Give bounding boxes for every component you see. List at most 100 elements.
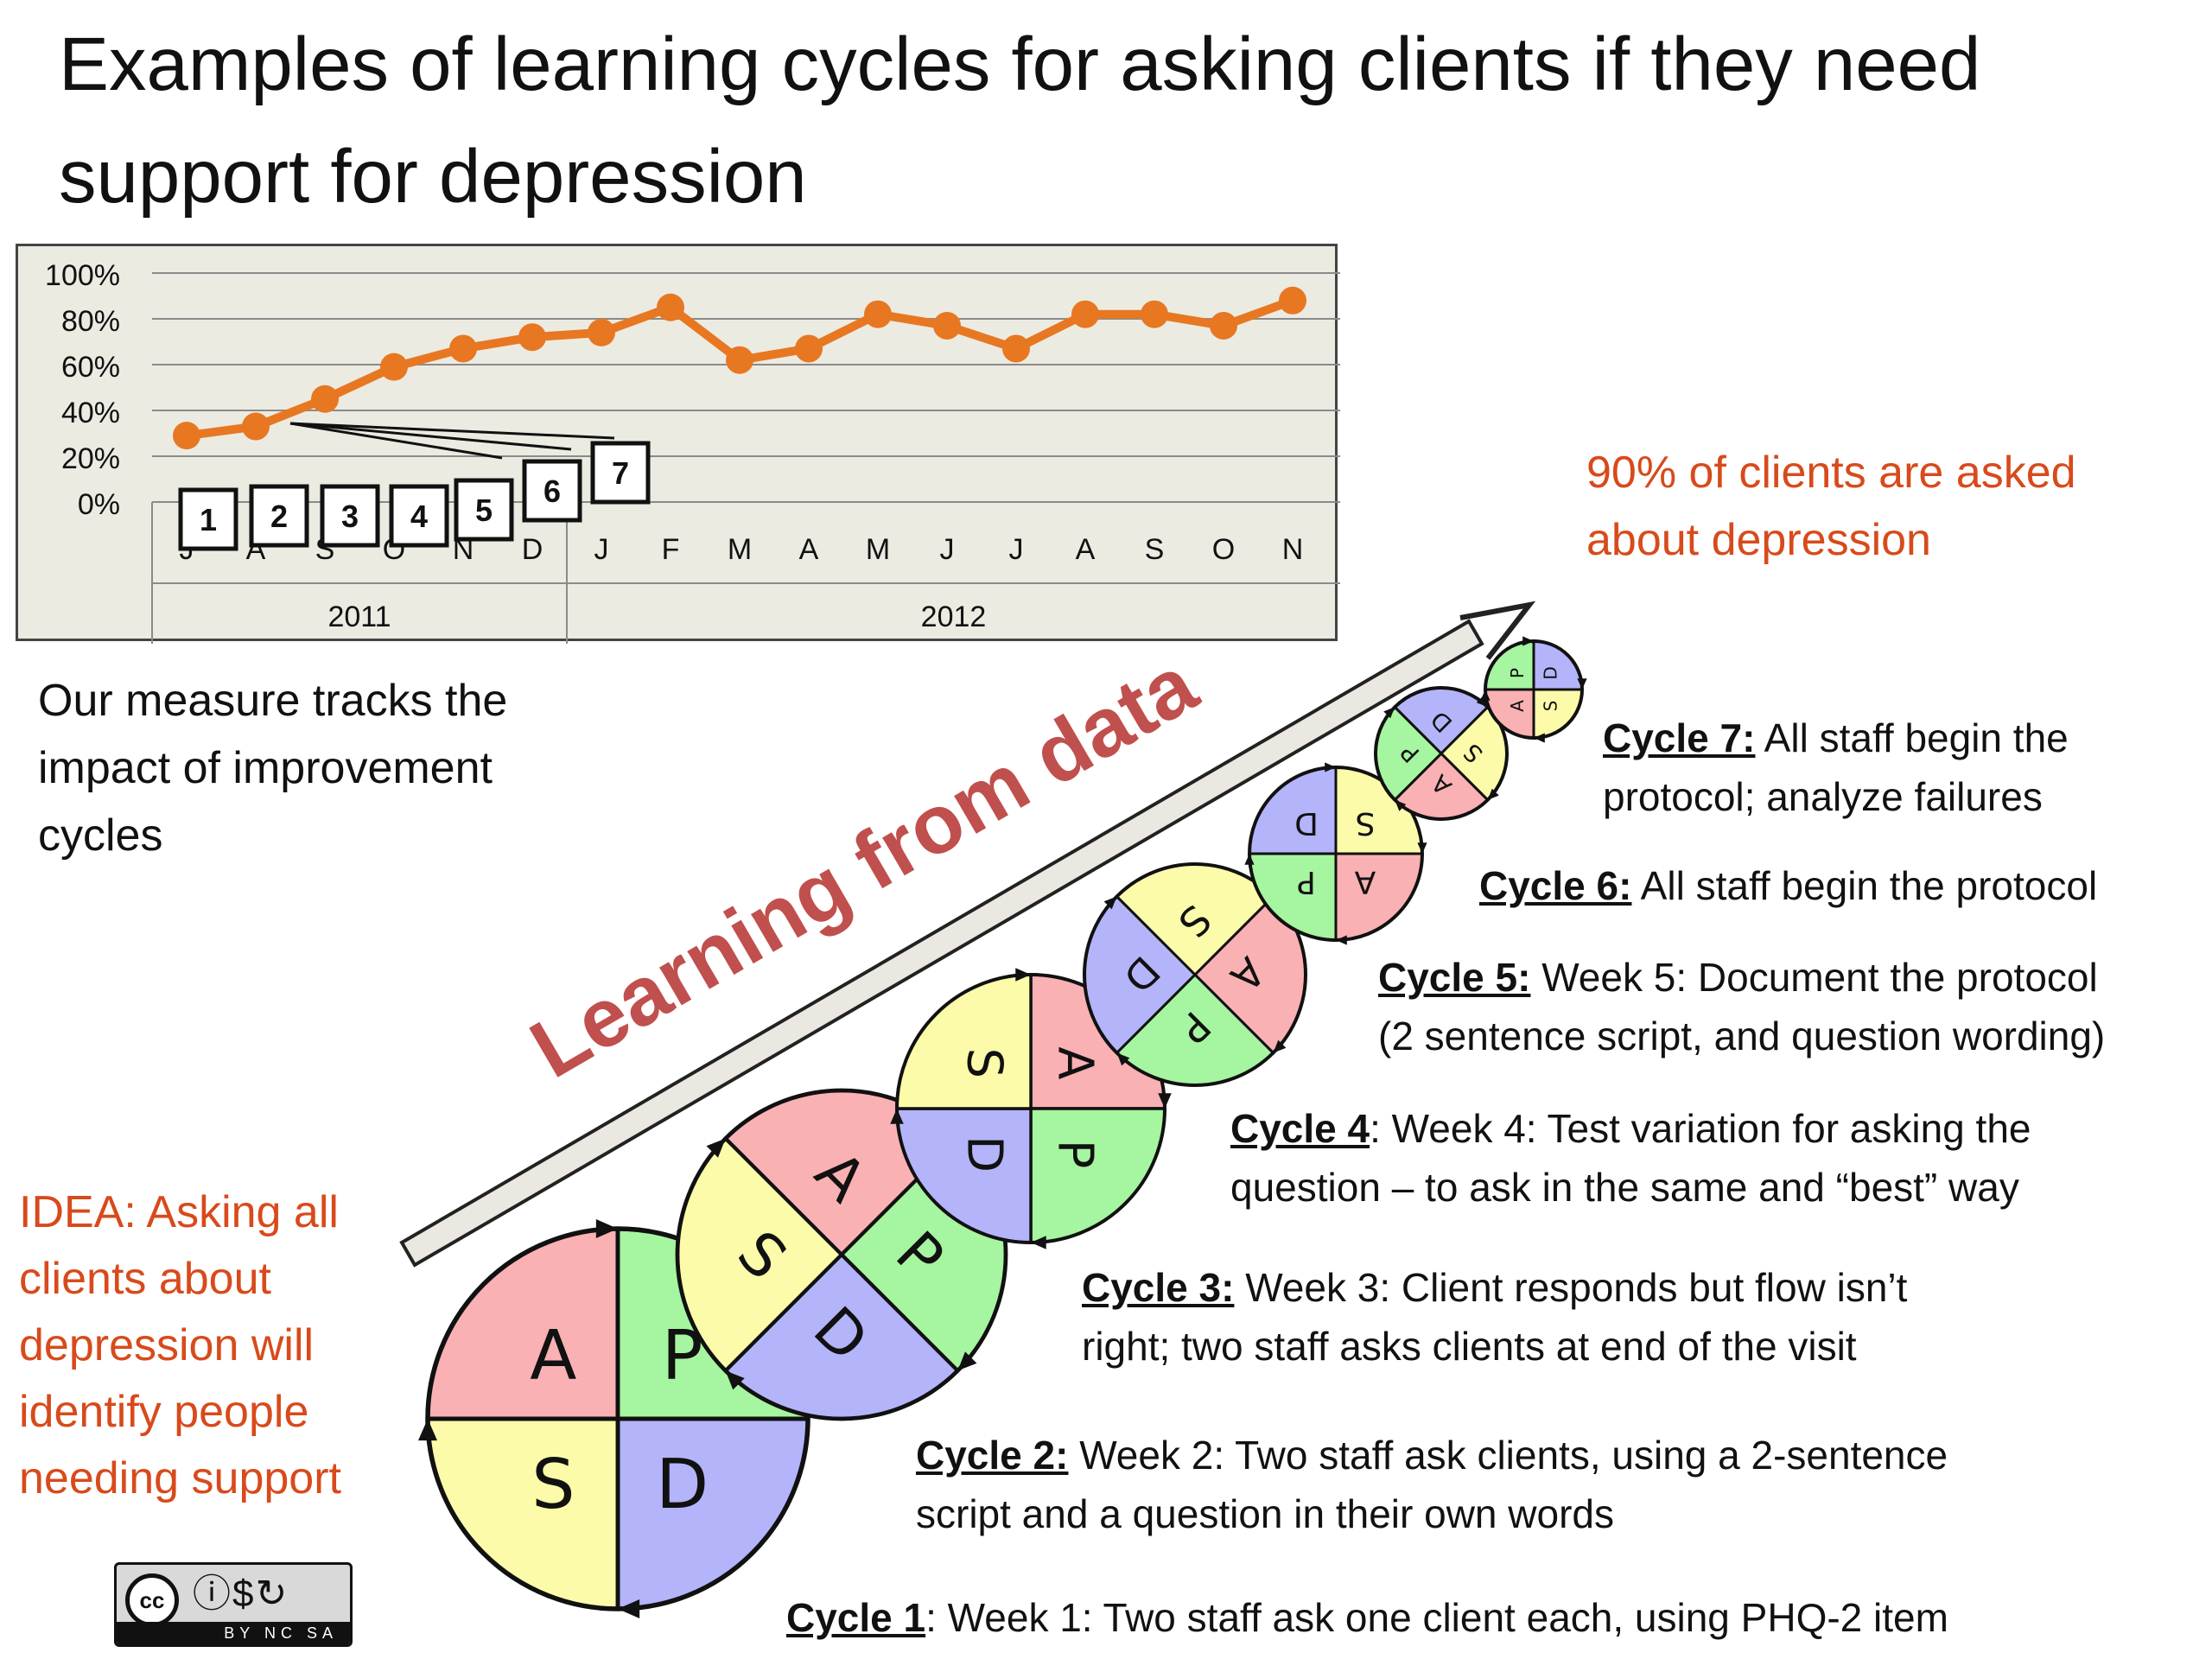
y-tick-label: 40%: [61, 397, 120, 429]
cycle-marker-box: [249, 484, 309, 548]
pdsa-letter-plan: P: [1507, 668, 1528, 678]
chart-svg: 0%20%40%60%80%100%JASONDJFMAMJJASON20112…: [45, 259, 1340, 644]
cycle-arrow-icon: [1336, 935, 1347, 945]
x-tick-label: A: [1076, 533, 1096, 566]
data-point: [726, 346, 753, 374]
x-tick-label: S: [1145, 533, 1165, 566]
cycle-arrow-icon: [1158, 1093, 1172, 1109]
pdsa-wheel-7: A P D S: [1480, 636, 1587, 743]
idea-text: IDEA: Asking all clients about depressio…: [19, 1187, 341, 1503]
x-tick-label: M: [866, 533, 890, 566]
creative-commons-badge: cc ⓘ$↻ BY NC SA: [114, 1562, 353, 1647]
pdsa-letter-study: S: [1540, 701, 1560, 712]
page-title: Examples of learning cycles for asking c…: [59, 22, 1981, 219]
data-point: [933, 311, 961, 340]
pdsa-letter-act: A: [1047, 1046, 1103, 1079]
cycle-arrow-icon: [618, 1599, 640, 1618]
cycle-arrow-icon: [706, 1138, 726, 1158]
cycle-arrow-icon: [1273, 1039, 1287, 1053]
cycle-marker-box: [590, 441, 651, 505]
data-point: [1002, 334, 1030, 363]
pdsa-wheel-outline: [1374, 686, 1509, 821]
x-tick-label: A: [799, 533, 819, 566]
cycle-7-desc: All staff begin the: [1755, 715, 2069, 760]
cycle-arrow-icon: [1325, 762, 1336, 772]
cycle-arrow-icon: [1395, 799, 1407, 811]
cycle-1-desc: : Week 1: Two staff ask one client each,…: [925, 1595, 1948, 1640]
cycle-marker-box: [454, 478, 514, 542]
x-tick-label: D: [522, 533, 543, 566]
x-tick-label: O: [1212, 533, 1235, 566]
cycle-arrow-icon: [957, 1351, 977, 1371]
goal-text: 90% of clients are asked about depressio…: [1586, 448, 2076, 565]
cycle-arrow-icon: [1116, 1052, 1130, 1066]
cycle-arrow-icon: [1577, 678, 1587, 690]
data-point: [657, 293, 684, 321]
data-point: [242, 412, 270, 441]
cycle-4-label: Cycle 4: [1230, 1106, 1370, 1151]
pdsa-letter-act: A: [1354, 864, 1376, 899]
cycle-arrow-icon: [1383, 707, 1395, 719]
pdsa-quadrant-do: [615, 1416, 810, 1611]
cycle-marker-label: 4: [410, 499, 428, 534]
data-point: [1279, 286, 1306, 315]
marker-leader: [289, 422, 503, 460]
cycle-7-label: Cycle 7:: [1603, 715, 1756, 760]
data-point: [588, 318, 615, 346]
cycle-arrow-icon: [1031, 1236, 1046, 1249]
cycle-marker-label: 2: [270, 499, 288, 534]
cycle-6-desc: All staff begin the protocol: [1631, 863, 2098, 908]
x-tick-label: J: [940, 533, 955, 566]
line-chart: 0%20%40%60%80%100%JASONDJFMAMJJASON20112…: [16, 244, 1340, 644]
pdsa-quadrant-plan: [1029, 1107, 1166, 1244]
cycle-3-desc-2: right; two staff asks clients at end of …: [1082, 1324, 1857, 1369]
data-point: [380, 353, 408, 381]
pdsa-wheel-outline: [675, 1088, 1008, 1421]
cycle-4-desc-2: question – to ask in the same and “best”…: [1230, 1165, 2019, 1210]
pdsa-letter-do: D: [1294, 805, 1319, 841]
cycle-5-text: Cycle 5: Week 5: Document the protocol (…: [1378, 948, 2105, 1065]
cycle-arrow-icon: [595, 1219, 618, 1238]
pdsa-wheel-5: A PD S: [1244, 762, 1427, 945]
data-point: [795, 334, 823, 363]
y-tick-label: 20%: [61, 442, 120, 475]
learning-arrow: [399, 601, 1536, 1268]
y-tick-label: 0%: [78, 488, 120, 521]
pdsa-letter-study: S: [531, 1444, 575, 1524]
cc-logo-icon: cc: [125, 1573, 179, 1627]
cycle-marker-label: 5: [475, 493, 493, 528]
x-tick-label: N: [1282, 533, 1304, 566]
cycle-arrow-icon: [418, 1419, 437, 1441]
cycle-2-text: Cycle 2: Week 2: Two staff ask clients, …: [916, 1426, 1948, 1543]
x-tick-label: J: [594, 533, 609, 566]
cycle-arrow-icon: [1534, 733, 1545, 743]
cycle-4-text: Cycle 4: Week 4: Test variation for aski…: [1230, 1099, 2031, 1217]
year-label: 2012: [921, 601, 987, 633]
cycle-arrow-icon: [1476, 696, 1488, 708]
pdsa-quadrant-study: [425, 1416, 620, 1611]
cycle-marker-label: 3: [341, 499, 359, 534]
cycle-arrow-icon: [890, 1109, 904, 1124]
cycle-marker-box: [320, 484, 380, 548]
x-tick-label: J: [1009, 533, 1024, 566]
data-point: [864, 300, 892, 328]
pdsa-letter-act: A: [1507, 700, 1528, 712]
data-point: [1141, 300, 1168, 328]
y-tick-label: 100%: [45, 259, 120, 292]
pdsa-letter-study: S: [1356, 805, 1376, 841]
cycle-arrow-icon: [1487, 788, 1499, 800]
cycle-2-label: Cycle 2:: [916, 1433, 1069, 1478]
cycle-marker-box: [522, 459, 582, 523]
license-strip: BY NC SA: [117, 1622, 350, 1644]
cycle-arrow-icon: [1244, 854, 1255, 865]
marker-leader: [289, 422, 615, 440]
cycle-5-desc-2: (2 sentence script, and question wording…: [1378, 1014, 2106, 1058]
pdsa-letter-do: D: [1540, 666, 1560, 680]
cycle-marker-box: [389, 484, 449, 548]
cycle-1-text: Cycle 1: Week 1: Two staff ask one clien…: [786, 1588, 1948, 1647]
cycle-marker-label: 7: [612, 455, 629, 491]
cycle-2-desc: Week 2: Two staff ask clients, using a 2…: [1068, 1433, 1948, 1478]
data-point: [449, 334, 477, 363]
